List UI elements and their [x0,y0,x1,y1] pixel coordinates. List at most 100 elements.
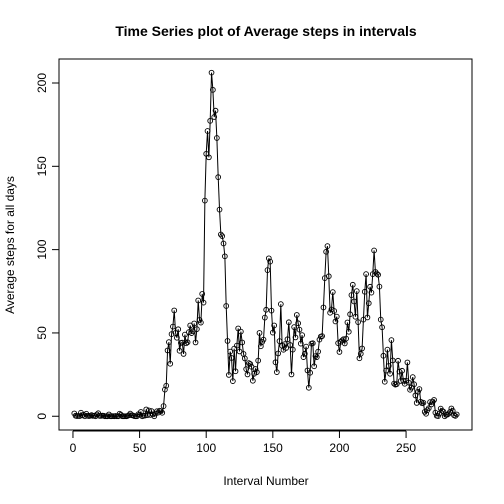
data-point [220,240,227,247]
y-tick-label: 150 [35,156,49,176]
data-point [276,338,283,344]
data-point [296,326,303,333]
data-point [404,359,411,366]
data-point [208,69,215,76]
data-point [126,412,132,419]
data-point [247,361,254,367]
data-point [194,326,200,332]
data-point [222,253,228,260]
data-point [416,386,423,392]
data-point [260,336,267,343]
data-point [244,371,251,378]
x-tick-label: 0 [70,441,77,455]
data-point [383,367,389,374]
data-point [184,339,191,346]
data-point [183,340,190,347]
data-point [453,411,460,418]
y-tick-label: 50 [35,326,49,340]
data-point [371,247,377,254]
data-point [311,363,317,370]
data-point [397,378,404,384]
data-point [336,349,343,355]
data-point [445,410,452,417]
data-point [167,360,174,367]
y-tick-label: 200 [35,73,49,93]
data-point [198,319,204,326]
data-point [353,288,360,294]
data-point [168,331,175,337]
data-point [423,410,429,417]
data-point [226,372,232,378]
data-point [324,243,331,249]
data-point [315,348,321,355]
data-point [307,369,313,376]
data-point [288,371,295,378]
data-point [351,298,357,305]
data-point [375,271,381,278]
data-point [269,329,276,336]
data-point [293,312,300,318]
data-point [239,339,246,346]
data-point [335,340,341,346]
data-point [380,352,387,359]
data-point [215,174,222,180]
data-point [291,324,297,330]
data-point [389,357,396,364]
data-point [400,377,407,384]
x-axis-label: Interval Number [223,474,308,488]
data-point [210,86,216,93]
data-point [365,300,372,307]
data-point [88,412,95,418]
data-point [191,320,198,327]
x-tick-label: 200 [329,441,349,455]
data-point [253,369,260,375]
data-point [409,374,416,380]
data-point [249,377,256,384]
data-point [303,343,309,350]
data-point [186,329,192,335]
data-point [204,128,211,134]
data-point [151,413,158,420]
data-point [401,380,408,387]
data-point [80,411,87,418]
data-point [431,397,437,403]
data-point [309,340,316,347]
data-point [170,323,176,330]
series-line [73,72,458,418]
data-point [295,320,301,327]
data-point [163,382,170,389]
data-point [357,350,364,357]
x-tick-label: 250 [396,441,416,455]
data-point [355,319,361,325]
data-point [323,248,329,255]
data-point [176,347,183,354]
data-point [425,405,432,412]
data-point [199,291,206,297]
data-point [412,392,419,399]
data-point [268,307,275,314]
data-point [263,306,270,313]
data-point [224,338,231,344]
data-point [219,233,226,239]
data-point [387,370,393,377]
y-tick-label: 0 [35,413,49,420]
data-point [142,412,148,419]
data-point [232,368,239,375]
data-point [236,348,243,355]
data-point [305,384,312,391]
data-point [228,355,235,361]
data-point [447,409,453,415]
data-point [196,317,203,323]
data-point [316,336,323,343]
data-point [313,354,320,360]
data-point [329,289,336,295]
data-point [395,357,401,364]
data-point [452,413,459,419]
data-point [174,334,180,341]
data-point [218,231,224,238]
data-point [200,299,207,306]
data-point [261,314,268,321]
data-point [162,386,168,393]
data-point [405,379,412,386]
